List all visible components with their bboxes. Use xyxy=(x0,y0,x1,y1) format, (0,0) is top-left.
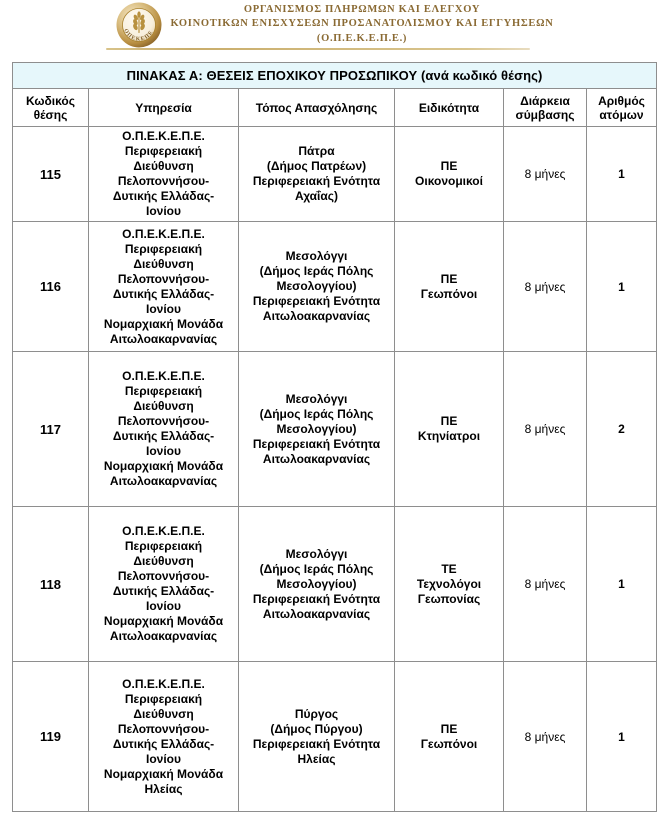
cell-specialty: ΠΕ Γεωπόνοι xyxy=(394,221,504,352)
cell-count: 2 xyxy=(585,351,658,507)
table-header-row: Κωδικός θέσης Υπηρεσία Τόπος Απασχόλησης… xyxy=(12,88,658,127)
column-header-duration: Διάρκεια σύμβασης xyxy=(503,88,587,127)
cell-count: 1 xyxy=(585,126,658,222)
org-title-line-1: ΟΡΓΑΝΙΣΜΟΣ ΠΛΗΡΩΜΩΝ ΚΑΙ ΕΛΕΓΧΟΥ xyxy=(243,4,481,15)
cell-duration: 8 μήνες xyxy=(503,506,587,662)
column-header-service: Υπηρεσία xyxy=(88,88,239,127)
column-header-count: Αριθμός ατόμων xyxy=(585,88,658,127)
table-title: ΠΙΝΑΚΑΣ Α: ΘΕΣΕΙΣ ΕΠΟΧΙΚΟΥ ΠΡΟΣΩΠΙΚΟΥ (α… xyxy=(11,62,658,89)
cell-service: Ο.Π.Ε.Κ.Ε.Π.Ε. Περιφερειακή Διεύθυνση Πε… xyxy=(88,351,239,507)
cell-code: 115 xyxy=(12,126,89,222)
column-header-specialty: Ειδικότητα xyxy=(394,88,504,127)
table-row: 115 Ο.Π.Ε.Κ.Ε.Π.Ε. Περιφερειακή Διεύθυνσ… xyxy=(12,126,658,222)
seasonal-positions-table: ΠΙΝΑΚΑΣ Α: ΘΕΣΕΙΣ ΕΠΟΧΙΚΟΥ ΠΡΟΣΩΠΙΚΟΥ (α… xyxy=(11,62,658,812)
table-row: 118 Ο.Π.Ε.Κ.Ε.Π.Ε. Περιφερειακή Διεύθυνσ… xyxy=(12,506,658,662)
opekepe-wheat-emblem-icon: ΟΠΕΚΕΠΕ xyxy=(115,1,163,49)
cell-count: 1 xyxy=(585,221,658,352)
cell-service: Ο.Π.Ε.Κ.Ε.Π.Ε. Περιφερειακή Διεύθυνση Πε… xyxy=(88,661,239,812)
cell-service: Ο.Π.Ε.Κ.Ε.Π.Ε. Περιφερειακή Διεύθυνση Πε… xyxy=(88,221,239,352)
cell-duration: 8 μήνες xyxy=(503,126,587,222)
cell-place: Πύργος (Δήμος Πύργου) Περιφερειακή Ενότη… xyxy=(238,661,395,812)
column-header-place: Τόπος Απασχόλησης xyxy=(238,88,395,127)
cell-code: 117 xyxy=(12,351,89,507)
cell-count: 1 xyxy=(585,506,658,662)
cell-code: 119 xyxy=(12,661,89,812)
cell-count: 1 xyxy=(585,661,658,812)
cell-specialty: ΤΕ Τεχνολόγοι Γεωπονίας xyxy=(394,506,504,662)
cell-code: 118 xyxy=(12,506,89,662)
cell-place: Μεσολόγγι (Δήμος Ιεράς Πόλης Μεσολογγίου… xyxy=(238,351,395,507)
header-divider xyxy=(106,48,530,50)
organization-title-block: ΟΡΓΑΝΙΣΜΟΣ ΠΛΗΡΩΜΩΝ ΚΑΙ ΕΛΕΓΧΟΥ ΚΟΙΝΟΤΙΚ… xyxy=(171,1,554,46)
table-row: 119 Ο.Π.Ε.Κ.Ε.Π.Ε. Περιφερειακή Διεύθυνσ… xyxy=(12,661,658,812)
cell-specialty: ΠΕ Οικονομικοί xyxy=(394,126,504,222)
table-row: 116 Ο.Π.Ε.Κ.Ε.Π.Ε. Περιφερειακή Διεύθυνσ… xyxy=(12,221,658,352)
cell-specialty: ΠΕ Κτηνίατροι xyxy=(394,351,504,507)
cell-place: Μεσολόγγι (Δήμος Ιεράς Πόλης Μεσολογγίου… xyxy=(238,506,395,662)
cell-service: Ο.Π.Ε.Κ.Ε.Π.Ε. Περιφερειακή Διεύθυνση Πε… xyxy=(88,506,239,662)
org-acronym: (Ο.Π.Ε.Κ.Ε.Π.Ε.) xyxy=(316,33,408,44)
cell-code: 116 xyxy=(12,221,89,352)
table-row: 117 Ο.Π.Ε.Κ.Ε.Π.Ε. Περιφερειακή Διεύθυνσ… xyxy=(12,351,658,507)
cell-duration: 8 μήνες xyxy=(503,661,587,812)
cell-place: Μεσολόγγι (Δήμος Ιεράς Πόλης Μεσολογγίου… xyxy=(238,221,395,352)
cell-service: Ο.Π.Ε.Κ.Ε.Π.Ε. Περιφερειακή Διεύθυνση Πε… xyxy=(88,126,239,222)
table-title-row: ΠΙΝΑΚΑΣ Α: ΘΕΣΕΙΣ ΕΠΟΧΙΚΟΥ ΠΡΟΣΩΠΙΚΟΥ (α… xyxy=(11,62,658,89)
document-header: ΟΠΕΚΕΠΕ ΟΡΓΑΝΙΣΜΟΣ ΠΛΗΡΩΜΩΝ ΚΑΙ ΕΛΕΓΧΟΥ … xyxy=(0,0,668,58)
cell-duration: 8 μήνες xyxy=(503,351,587,507)
cell-specialty: ΠΕ Γεωπόνοι xyxy=(394,661,504,812)
column-header-code: Κωδικός θέσης xyxy=(12,88,89,127)
cell-duration: 8 μήνες xyxy=(503,221,587,352)
org-title-line-2: ΚΟΙΝΟΤΙΚΩΝ ΕΝΙΣΧΥΣΕΩΝ ΠΡΟΣΑΝΑΤΟΛΙΣΜΟΥ ΚΑ… xyxy=(170,18,554,29)
cell-place: Πάτρα (Δήμος Πατρέων) Περιφερειακή Ενότη… xyxy=(238,126,395,222)
positions-table-container: ΠΙΝΑΚΑΣ Α: ΘΕΣΕΙΣ ΕΠΟΧΙΚΟΥ ΠΡΟΣΩΠΙΚΟΥ (α… xyxy=(11,62,658,812)
